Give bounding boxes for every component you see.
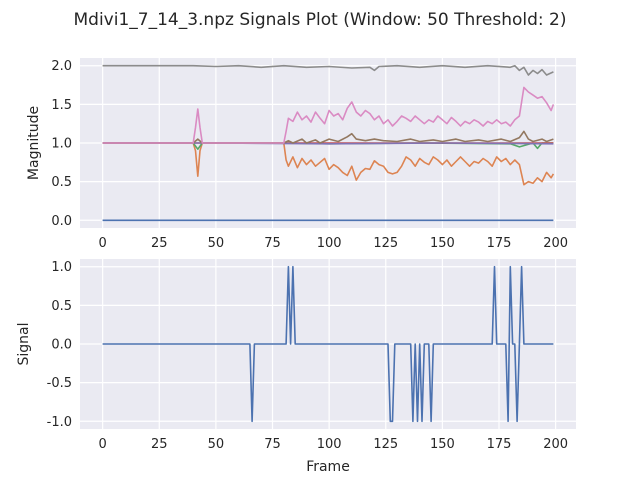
x-tick-label: 0 (99, 236, 107, 251)
x-tick-label: 200 (543, 236, 568, 251)
y-tick-label: 0.0 (51, 214, 72, 229)
series-line-1 (102, 265, 554, 423)
x-tick-label: 150 (430, 437, 455, 452)
y-tick-label: 1.0 (51, 137, 72, 152)
x-tick-label: 75 (264, 236, 281, 251)
x-tick-label: 25 (151, 236, 168, 251)
x-tick-label: 175 (487, 236, 512, 251)
y-tick-label: -1.0 (47, 415, 72, 430)
x-tick-label: 0 (99, 437, 107, 452)
y-tick-label: 0.5 (51, 299, 72, 314)
series-line-2 (102, 142, 555, 186)
x-tick-label: 25 (151, 437, 168, 452)
y-tick-label: 0.0 (51, 338, 72, 353)
x-tick-label: 75 (264, 437, 281, 452)
series-line-7 (102, 86, 555, 144)
panel-signal: 0 25 50 75 100 125 150 175 200 -1.0 -0.5 0.0 0.5 1.0… (16, 259, 576, 475)
x-tick-label: 50 (208, 236, 225, 251)
x-tick-label: 125 (373, 437, 398, 452)
y-tick-label: -0.5 (47, 376, 72, 391)
series-line-6 (102, 130, 554, 144)
panel-magnitude: 0 25 50 75 100 125 150 175 200 0.0 0.5 1.0 1.5 2.0 M… (26, 58, 576, 251)
x-tick-label: 50 (208, 437, 225, 452)
x-tick-label: 100 (317, 437, 342, 452)
y-tick-label: 0.5 (51, 175, 72, 190)
x-tick-label: 200 (543, 437, 568, 452)
x-tick-label: 175 (487, 437, 512, 452)
x-tick-label: 125 (373, 236, 398, 251)
x-tick-label: 150 (430, 236, 455, 251)
x-tick-label: 100 (317, 236, 342, 251)
series-line-8 (102, 64, 554, 76)
y-axis-label-magnitude: Magnitude (26, 106, 42, 180)
y-axis-label-signal: Signal (16, 322, 32, 365)
chart-title: Mdivi1_7_14_3.npz Signals Plot (Window: … (73, 10, 566, 30)
x-axis-label-frame: Frame (306, 459, 350, 475)
y-tick-label: 1.0 (51, 260, 72, 275)
y-tick-label: 2.0 (51, 59, 72, 74)
y-tick-label: 1.5 (51, 98, 72, 113)
